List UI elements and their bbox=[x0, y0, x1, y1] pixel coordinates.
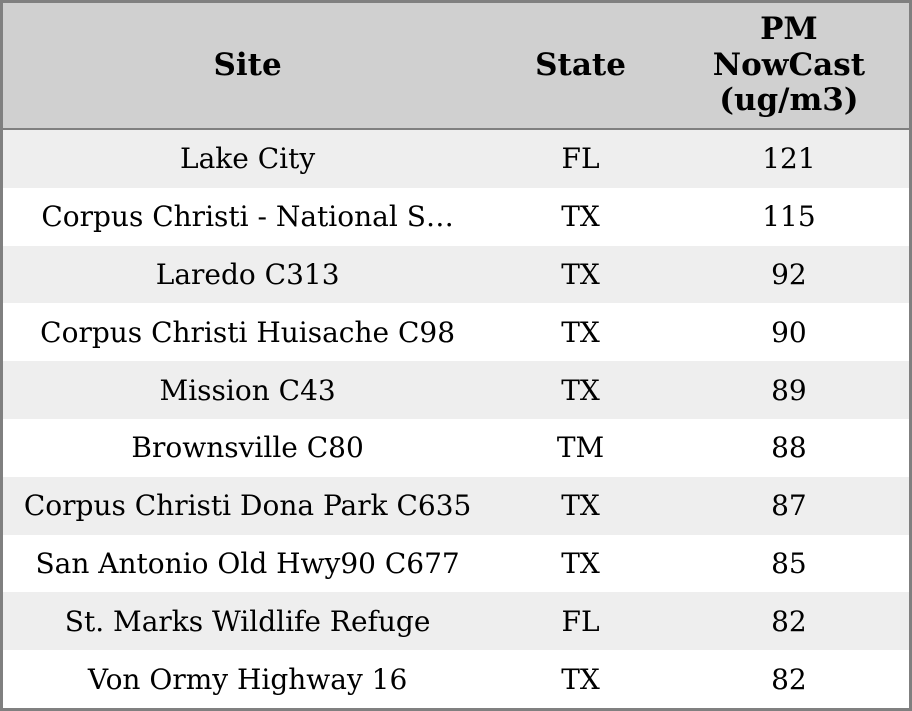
state-value: TX bbox=[561, 200, 600, 234]
pm-nowcast-value: 87 bbox=[771, 489, 807, 523]
pm-nowcast-cell: 121 bbox=[669, 130, 909, 188]
pm-nowcast-cell: 115 bbox=[669, 188, 909, 246]
site-cell: Von Ormy Highway 16 bbox=[3, 650, 492, 708]
column-header-pm-nowcast: PM NowCast (ug/m3) bbox=[669, 3, 909, 128]
column-header-site: Site bbox=[3, 3, 492, 128]
state-value: TX bbox=[561, 489, 600, 523]
pm-nowcast-cell: 88 bbox=[669, 419, 909, 477]
state-cell: TX bbox=[492, 650, 669, 708]
site-cell: Mission C43 bbox=[3, 361, 492, 419]
state-value: TX bbox=[561, 373, 600, 407]
state-cell: FL bbox=[492, 130, 669, 188]
pm-nowcast-value: 88 bbox=[771, 431, 807, 465]
site-cell: Corpus Christi - National S… bbox=[3, 188, 492, 246]
site-cell: Corpus Christi Huisache C98 bbox=[3, 303, 492, 361]
column-header-state-label: State bbox=[535, 46, 626, 83]
state-cell: TX bbox=[492, 303, 669, 361]
pm-nowcast-value: 92 bbox=[771, 257, 807, 291]
site-value: Laredo C313 bbox=[155, 257, 340, 291]
table-row: Von Ormy Highway 16 TX 82 bbox=[3, 650, 909, 708]
pm-nowcast-cell: 90 bbox=[669, 303, 909, 361]
site-cell: St. Marks Wildlife Refuge bbox=[3, 592, 492, 650]
table-row: Mission C43 TX 89 bbox=[3, 361, 909, 419]
pm-nowcast-cell: 85 bbox=[669, 535, 909, 593]
site-cell: Brownsville C80 bbox=[3, 419, 492, 477]
site-cell: Laredo C313 bbox=[3, 246, 492, 304]
pm-nowcast-cell: 82 bbox=[669, 592, 909, 650]
table-row: Laredo C313 TX 92 bbox=[3, 245, 909, 304]
table-row: Brownsville C80 TM 88 bbox=[3, 418, 909, 477]
site-value: Corpus Christi Dona Park C635 bbox=[23, 489, 472, 523]
pm-nowcast-cell: 87 bbox=[669, 477, 909, 535]
state-value: TM bbox=[556, 431, 605, 465]
site-value: Mission C43 bbox=[159, 373, 336, 407]
column-header-pm-nowcast-label: PM NowCast (ug/m3) bbox=[712, 10, 866, 119]
site-value: Lake City bbox=[180, 142, 316, 176]
site-cell: San Antonio Old Hwy90 C677 bbox=[3, 535, 492, 593]
column-header-site-label: Site bbox=[213, 46, 282, 83]
site-value: Corpus Christi Huisache C98 bbox=[40, 315, 456, 349]
pm-nowcast-value: 82 bbox=[771, 662, 807, 696]
table-row: Lake City FL 121 bbox=[3, 130, 909, 188]
table-header-row: Site State PM NowCast (ug/m3) bbox=[3, 3, 909, 130]
state-cell: FL bbox=[492, 592, 669, 650]
pm-nowcast-value: 82 bbox=[771, 604, 807, 638]
pm-nowcast-cell: 89 bbox=[669, 361, 909, 419]
table-row: Corpus Christi - National S… TX 115 bbox=[3, 187, 909, 246]
state-value: FL bbox=[561, 604, 600, 638]
site-cell: Corpus Christi Dona Park C635 bbox=[3, 477, 492, 535]
state-value: FL bbox=[561, 142, 600, 176]
pm-nowcast-cell: 82 bbox=[669, 650, 909, 708]
state-cell: TX bbox=[492, 477, 669, 535]
site-value: St. Marks Wildlife Refuge bbox=[64, 604, 431, 638]
site-value: San Antonio Old Hwy90 C677 bbox=[35, 546, 460, 580]
pm-nowcast-value: 121 bbox=[762, 142, 816, 176]
table-row: San Antonio Old Hwy90 C677 TX 85 bbox=[3, 534, 909, 593]
pm-nowcast-value: 85 bbox=[771, 546, 807, 580]
state-value: TX bbox=[561, 315, 600, 349]
state-value: TX bbox=[561, 662, 600, 696]
state-cell: TM bbox=[492, 419, 669, 477]
site-value: Von Ormy Highway 16 bbox=[87, 662, 408, 696]
state-value: TX bbox=[561, 546, 600, 580]
state-cell: TX bbox=[492, 535, 669, 593]
pm-nowcast-value: 90 bbox=[771, 315, 807, 349]
table-row: St. Marks Wildlife Refuge FL 82 bbox=[3, 592, 909, 651]
pm-nowcast-cell: 92 bbox=[669, 246, 909, 304]
pm-nowcast-value: 115 bbox=[762, 200, 816, 234]
state-cell: TX bbox=[492, 246, 669, 304]
column-header-state: State bbox=[492, 3, 669, 128]
site-value: Brownsville C80 bbox=[131, 431, 364, 465]
table-row: Corpus Christi Huisache C98 TX 90 bbox=[3, 303, 909, 362]
state-value: TX bbox=[561, 257, 600, 291]
pm-nowcast-value: 89 bbox=[771, 373, 807, 407]
site-value: Corpus Christi - National S… bbox=[41, 200, 454, 234]
table-row: Corpus Christi Dona Park C635 TX 87 bbox=[3, 476, 909, 535]
site-cell: Lake City bbox=[3, 130, 492, 188]
state-cell: TX bbox=[492, 188, 669, 246]
state-cell: TX bbox=[492, 361, 669, 419]
